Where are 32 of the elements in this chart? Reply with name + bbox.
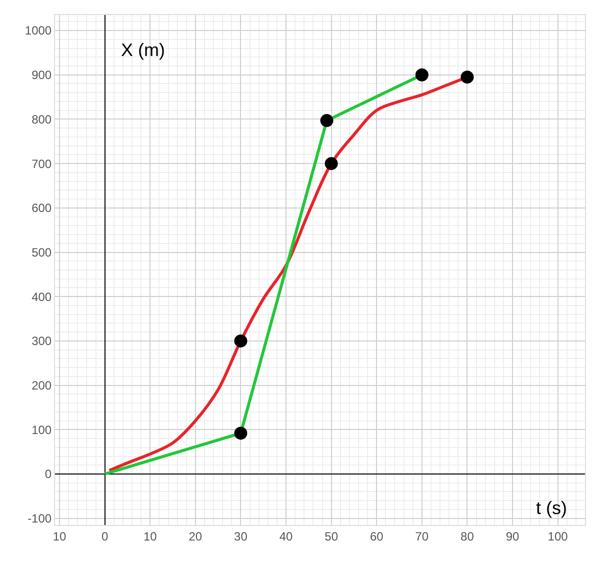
y-tick-label: 0	[44, 467, 52, 482]
y-tick-label: 900	[32, 68, 52, 82]
point	[415, 68, 428, 82]
y-tick-label: 500	[32, 245, 52, 260]
y-tick-label: 400	[32, 290, 52, 304]
x-tick-label: 50	[324, 529, 338, 544]
point	[320, 114, 334, 128]
y-axis-title: X (m)	[121, 40, 165, 60]
point	[234, 334, 248, 348]
y-tick-label: 800	[32, 112, 52, 126]
x-tick-label: 40	[279, 529, 294, 544]
x-tick-label: 70	[415, 529, 429, 544]
x-tick-label: 0	[101, 529, 108, 544]
x-tick-label: 80	[460, 529, 474, 544]
x-tick-label: 10	[52, 529, 67, 544]
x-axis-title: t (s)	[536, 498, 567, 518]
y-tick-label: 600	[32, 201, 52, 216]
point	[460, 70, 474, 84]
point	[324, 157, 338, 170]
x-tick-label: 20	[188, 529, 202, 544]
y-tick-label: 1000	[24, 24, 52, 38]
y-tick-label: -100	[28, 512, 52, 526]
x-tick-label: 60	[370, 529, 384, 544]
x-tick-label: 90	[506, 529, 520, 544]
x-tick-label: 30	[234, 529, 248, 544]
y-tick-label: 200	[32, 378, 52, 392]
x-tick-label: 10	[143, 529, 158, 544]
point	[234, 426, 248, 440]
x-tick-label: 100	[548, 529, 568, 544]
y-tick-label: 100	[32, 422, 52, 437]
y-tick-label: 700	[32, 156, 52, 171]
y-tick-label: 300	[32, 334, 52, 348]
